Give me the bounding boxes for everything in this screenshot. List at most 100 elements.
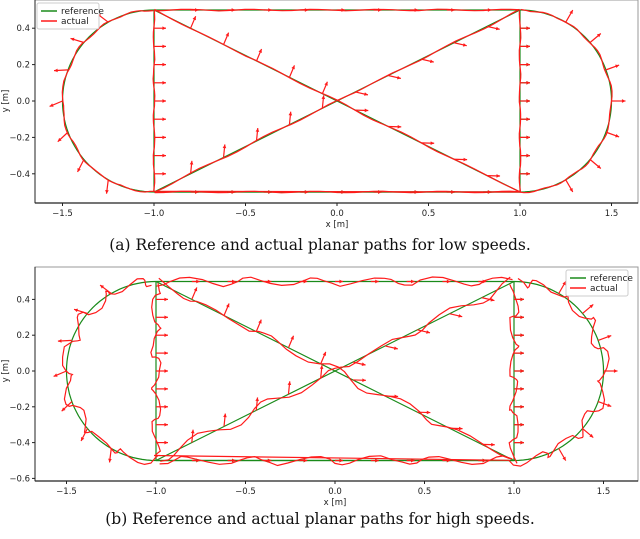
arrowhead-icon — [322, 351, 327, 356]
arrowhead-icon — [162, 171, 166, 176]
arrowhead-icon — [225, 32, 229, 37]
arrowhead-icon — [526, 171, 530, 176]
y-tick-label: 0.0 — [16, 97, 30, 107]
arrowhead-icon — [526, 117, 530, 122]
arrowhead-icon — [526, 99, 530, 103]
arrowhead-icon — [267, 279, 272, 284]
arrowhead-icon — [520, 440, 524, 445]
heading-arrows — [53, 279, 618, 463]
arrowhead-icon — [526, 153, 530, 158]
arrowhead-icon — [290, 335, 294, 340]
arrowhead-icon — [451, 8, 455, 12]
x-tick-label: 0.0 — [328, 487, 342, 497]
arrowhead-icon — [446, 458, 451, 463]
chart-canvas: −1.5 −1.0 −0.5 0.0 0.5 1.0 1.5 0.4 0.2 0.0 −0.2 −0.… — [1, 0, 639, 230]
arrowhead-icon — [232, 279, 236, 284]
arrowhead-icon — [164, 440, 168, 445]
arrowhead-icon — [621, 99, 626, 103]
arrowhead-icon — [569, 187, 573, 192]
arrowhead-icon — [164, 351, 168, 355]
arrowhead-icon — [288, 111, 293, 116]
arrowhead-icon — [520, 387, 524, 391]
arrowhead-icon — [303, 279, 308, 284]
caption-a: (a) Reference and actual planar paths fo… — [109, 236, 531, 254]
arrowhead-icon — [378, 190, 382, 194]
actual-line — [61, 8, 613, 194]
arrowhead-icon — [105, 189, 109, 194]
actual-line — [62, 277, 610, 467]
arrowhead-icon — [520, 333, 524, 338]
arrowhead-icon — [487, 190, 492, 194]
arrowhead-icon — [364, 108, 369, 113]
arrowhead-icon — [562, 456, 566, 461]
legend-box — [565, 269, 629, 297]
chart-canvas: −1.5 −1.0 −0.5 0.0 0.5 1.0 1.5 0.4 0.2 0.0 −0.2 −0.… — [1, 266, 639, 508]
plot-high-speeds: −1.5 −1.0 −0.5 0.0 0.5 1.0 1.5 0.4 0.2 0.0 −0.2 −0.… — [0, 262, 640, 539]
arrowhead-icon — [589, 304, 594, 309]
arrowhead-icon — [607, 403, 612, 407]
x-tick-label: 1.5 — [597, 487, 611, 497]
arrowhead-icon — [446, 279, 451, 284]
arrowhead-icon — [490, 297, 495, 302]
y-tick-label: 0.0 — [16, 367, 30, 377]
arrowhead-icon — [569, 10, 573, 15]
actual-segment — [160, 276, 511, 462]
arrowhead-icon — [268, 190, 272, 194]
arrowhead-icon — [397, 75, 401, 80]
arrowhead-icon — [482, 279, 487, 284]
arrowhead-icon — [520, 404, 524, 409]
arrowhead-icon — [61, 407, 66, 412]
arrowhead-icon — [321, 95, 326, 100]
arrowhead-icon — [164, 333, 168, 338]
arrowhead-icon — [462, 43, 467, 47]
arrowhead-icon — [429, 59, 434, 64]
arrowhead-icon — [49, 103, 54, 107]
x-tick-label: 1.5 — [605, 209, 619, 219]
arrowhead-icon — [520, 297, 524, 302]
x-axis-label: x [m] — [326, 220, 349, 230]
arrowhead-icon — [520, 369, 524, 373]
y-axis-label: y [m] — [1, 360, 11, 383]
arrowhead-icon — [57, 137, 62, 142]
arrowhead-icon — [339, 279, 343, 284]
y-tick-label: −0.4 — [9, 170, 30, 180]
arrowhead-icon — [411, 279, 415, 284]
x-tick-label: −1.5 — [56, 487, 77, 497]
actual-segment — [154, 8, 520, 12]
arrowhead-icon — [341, 190, 345, 194]
x-tick-label: −1.0 — [146, 487, 167, 497]
arrowhead-icon — [324, 81, 328, 86]
arrowhead-icon — [451, 190, 455, 194]
x-axis-label: x [m] — [324, 498, 347, 508]
arrowhead-icon — [164, 315, 168, 320]
arrowhead-icon — [463, 157, 468, 162]
y-tick-label: −0.2 — [9, 133, 30, 143]
arrowhead-icon — [526, 80, 530, 85]
arrowhead-icon — [458, 426, 463, 431]
arrowhead-icon — [54, 68, 58, 73]
arrowhead-icon — [192, 16, 196, 21]
arrowhead-icon — [258, 48, 262, 53]
arrowhead-icon — [596, 164, 601, 169]
arrowhead-icon — [615, 133, 620, 138]
actual-segment — [508, 284, 520, 464]
x-tick-label: 0.0 — [330, 209, 344, 219]
arrowhead-icon — [258, 319, 262, 324]
arrowhead-icon — [100, 285, 105, 289]
arrowhead-icon — [70, 37, 75, 42]
arrowhead-icon — [77, 167, 81, 172]
x-tick-label: 1.0 — [513, 209, 527, 219]
arrowhead-icon — [255, 397, 259, 402]
arrowhead-icon — [362, 378, 366, 383]
arrowhead-icon — [291, 65, 295, 70]
y-tick-label: 0.4 — [16, 295, 30, 305]
arrowhead-icon — [162, 117, 166, 122]
y-tick-label: 0.2 — [16, 61, 30, 71]
axes-frame — [34, 266, 639, 482]
arrowhead-icon — [304, 190, 309, 194]
arrowhead-icon — [526, 135, 530, 140]
arrowhead-icon — [189, 160, 194, 165]
x-tick-label: −0.5 — [235, 209, 256, 219]
